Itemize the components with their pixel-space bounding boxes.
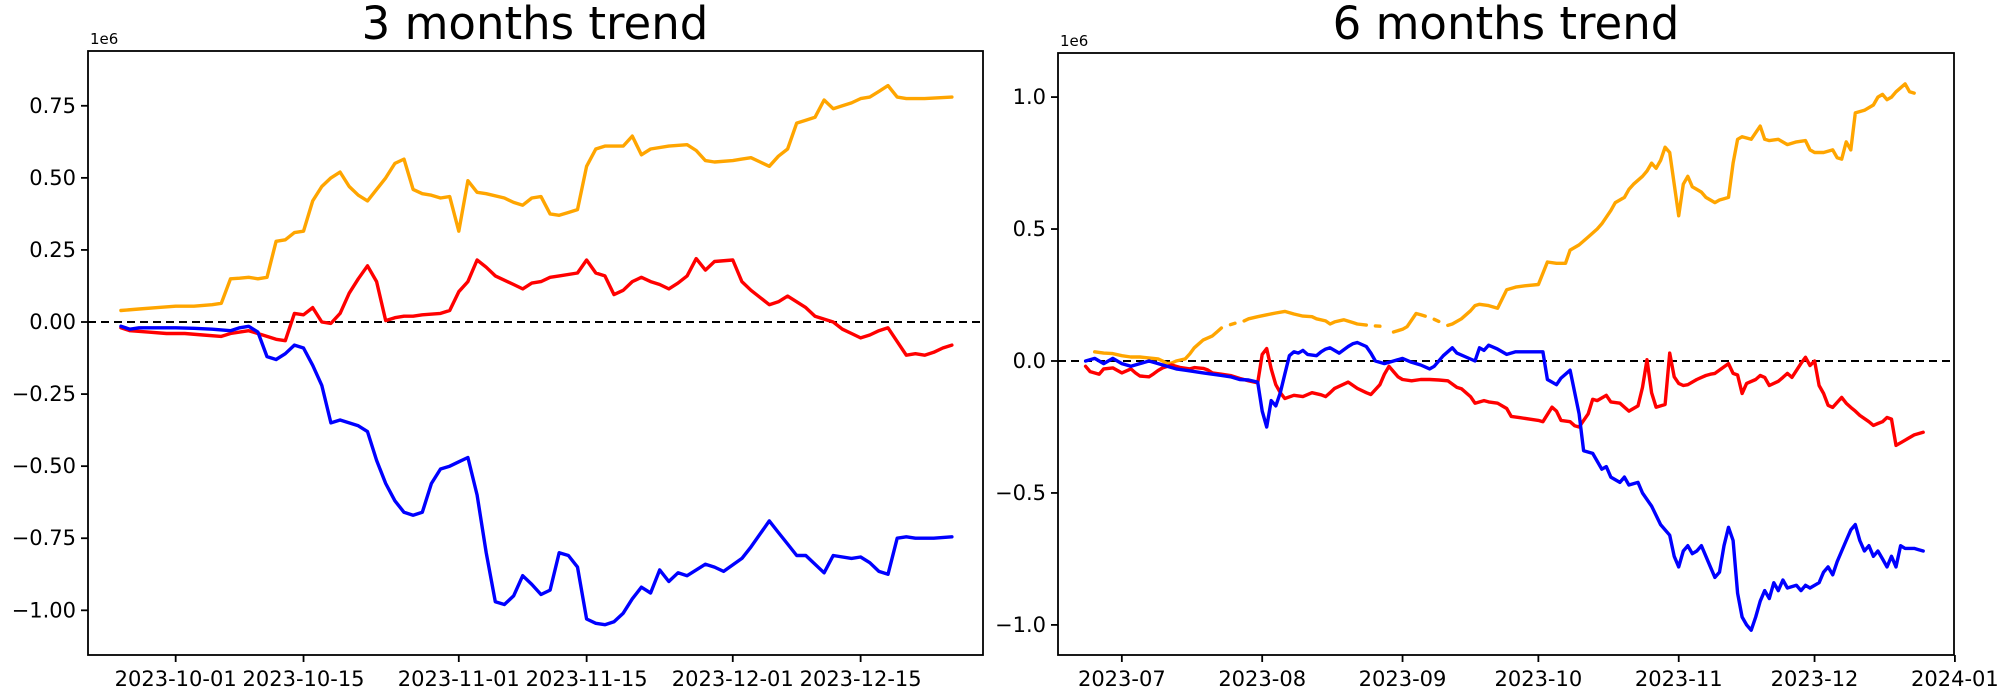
x-tick-label: 2023-08 xyxy=(1218,667,1306,691)
x-tick-label: 2023-10 xyxy=(1494,667,1582,691)
y-tick-label: −0.75 xyxy=(12,526,76,550)
y-tick-label: 0.25 xyxy=(29,238,76,262)
y-tick-label: 0.75 xyxy=(29,94,76,118)
x-tick-label: 2023-11-01 xyxy=(398,667,520,691)
y-tick-label: 0.00 xyxy=(29,310,76,334)
x-tick-label: 2023-10-15 xyxy=(243,667,365,691)
chart-title-3-months: 3 months trend xyxy=(361,0,709,50)
chart-title-6-months: 6 months trend xyxy=(1332,0,1680,50)
axes-frame xyxy=(1057,52,1955,656)
series-line-red xyxy=(1083,346,1925,448)
y-tick-label: 1.0 xyxy=(1013,85,1046,109)
x-tick-label: 2023-11-15 xyxy=(526,667,648,691)
x-tick-label: 2023-12-01 xyxy=(672,667,794,691)
x-tick-label: 2023-11 xyxy=(1635,667,1723,691)
y-tick-label: −1.0 xyxy=(995,613,1046,637)
x-tick-label: 2023-09 xyxy=(1359,667,1447,691)
x-tick-label: 2023-12 xyxy=(1771,667,1859,691)
y-tick-label: 0.5 xyxy=(1013,217,1046,241)
series-line-blue xyxy=(1083,340,1925,632)
x-tick-label: 2024-01 xyxy=(1911,667,1999,691)
series-line-orange xyxy=(1093,82,1916,366)
series-line-red xyxy=(119,256,954,357)
axes-frame xyxy=(87,50,984,656)
y-axis-offset-label: 1e6 xyxy=(1060,32,1088,50)
y-tick-label: 0.0 xyxy=(1013,349,1046,373)
y-tick-label: −0.5 xyxy=(995,481,1046,505)
x-tick-label: 2023-10-01 xyxy=(115,667,237,691)
y-axis-offset-label: 1e6 xyxy=(90,30,118,48)
y-tick-label: 0.50 xyxy=(29,166,76,190)
y-tick-label: −0.25 xyxy=(12,382,76,406)
y-tick-label: −0.50 xyxy=(12,454,76,478)
x-tick-label: 2023-12-15 xyxy=(800,667,922,691)
x-tick-label: 2023-07 xyxy=(1078,667,1166,691)
y-tick-label: −1.00 xyxy=(12,598,76,622)
series-line-orange xyxy=(119,83,954,313)
series-line-blue xyxy=(119,324,954,627)
